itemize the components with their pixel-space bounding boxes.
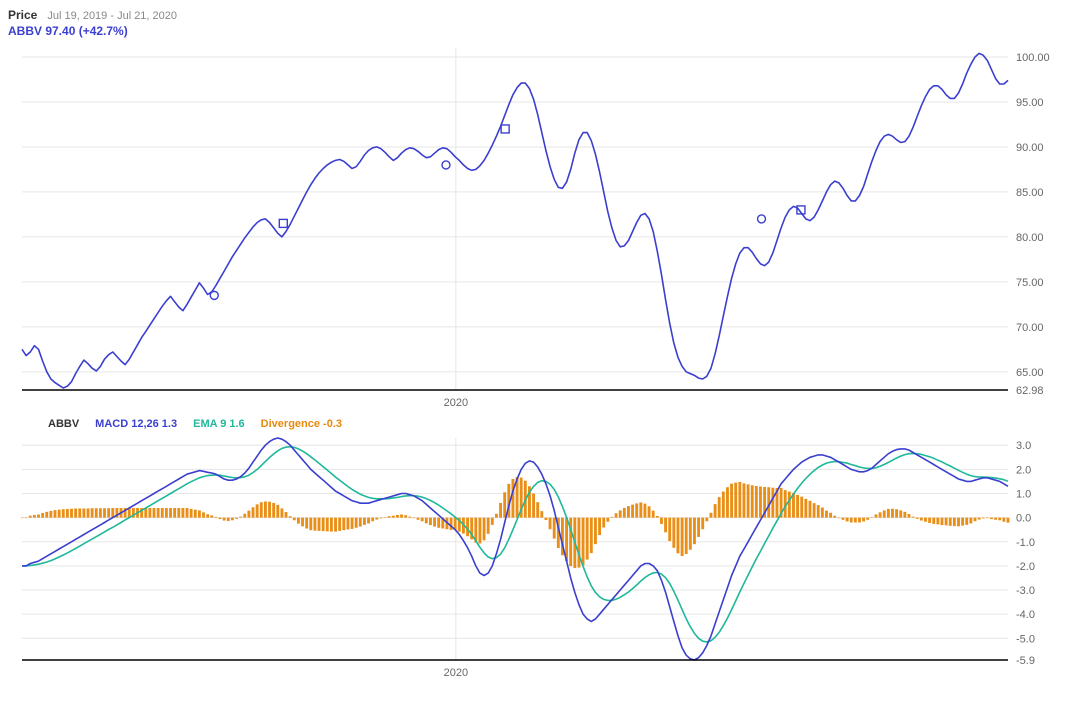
price-header: Price Jul 19, 2019 - Jul 21, 2020 [8,8,1062,22]
svg-text:-4.0: -4.0 [1016,609,1035,621]
svg-text:1.0: 1.0 [1016,489,1031,501]
svg-text:3.0: 3.0 [1016,440,1031,452]
macd-chart[interactable]: -5.9 -5.0 -4.0 -3.0 -2.0 -1.0 0.0 1.0 2.0 3.0 2020 [8,432,1062,682]
price-chart[interactable]: 62.98 65.00 70.00 75.00 80.00 85.00 90.00 95.00… [8,42,1062,412]
svg-text:65.00: 65.00 [1016,367,1044,379]
svg-text:95.00: 95.00 [1016,97,1044,109]
svg-text:70.00: 70.00 [1016,322,1044,334]
legend-divergence: Divergence -0.3 [261,418,342,430]
ticker-line: ABBV 97.40 (+42.7%) [8,24,128,38]
date-range: Jul 19, 2019 - Jul 21, 2020 [47,10,177,22]
price-label: Price [8,8,37,22]
macd-legend: ABBV MACD 12,26 1.3 EMA 9 1.6 Divergence… [8,412,1062,432]
price-chart-svg: 62.98 65.00 70.00 75.00 80.00 85.00 90.00 95.00… [8,42,1062,412]
svg-text:85.00: 85.00 [1016,187,1044,199]
ticker-row: ABBV 97.40 (+42.7%) [8,24,1062,38]
svg-text:-3.0: -3.0 [1016,585,1035,597]
svg-text:100.00: 100.00 [1016,52,1050,64]
macd-chart-svg: -5.9 -5.0 -4.0 -3.0 -2.0 -1.0 0.0 1.0 2.0 3.0 2020 [8,432,1062,682]
svg-text:-1.0: -1.0 [1016,537,1035,549]
svg-text:-2.0: -2.0 [1016,561,1035,573]
svg-text:80.00: 80.00 [1016,232,1044,244]
legend-symbol: ABBV [48,418,79,430]
svg-text:62.98: 62.98 [1016,385,1044,397]
legend-ema: EMA 9 1.6 [193,418,245,430]
svg-text:2.0: 2.0 [1016,464,1031,476]
svg-text:-5.0: -5.0 [1016,633,1035,645]
svg-text:90.00: 90.00 [1016,142,1044,154]
svg-text:2020: 2020 [444,667,468,679]
svg-text:2020: 2020 [444,397,468,409]
svg-text:75.00: 75.00 [1016,277,1044,289]
legend-macd: MACD 12,26 1.3 [95,418,177,430]
svg-text:0.0: 0.0 [1016,513,1031,525]
svg-text:-5.9: -5.9 [1016,655,1035,667]
